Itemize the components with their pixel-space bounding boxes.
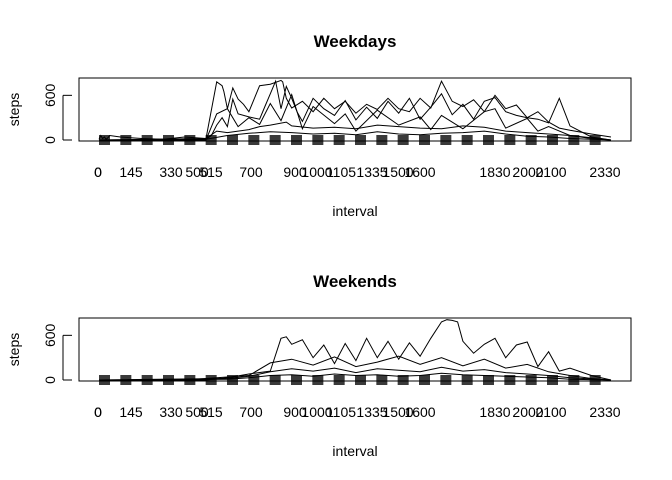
x-tick-label: 500 [185,404,209,420]
x-tick-label: 1500 [382,404,413,420]
x-tick-label: 1000 [301,404,332,420]
interval-box [483,375,494,385]
x-tick-label: 1600 [404,164,435,180]
interval-box [397,375,409,385]
y-tick-label: 0 [42,136,58,144]
x-tick-label: 1830 [479,164,510,180]
series-line [98,366,612,381]
series-line [98,121,612,141]
interval-box [589,135,601,145]
y-axis-label: steps [6,93,22,126]
x-tick-label: 2100 [535,404,566,420]
series-line [99,319,612,381]
series-line [99,355,612,381]
interval-box [376,135,388,145]
interval-box [355,135,366,145]
chart-title: Weekdays [314,32,397,51]
x-tick-label: 1600 [404,404,435,420]
series-line [98,372,612,381]
x-tick-label: 1105 [326,164,356,180]
series-line [98,130,612,141]
interval-box [568,135,580,145]
interval-box [333,135,345,145]
x-tick-label: 145 [119,404,143,420]
x-tick-label: 2000 [512,164,543,180]
interval-box [461,135,473,145]
interval-box [525,375,537,385]
x-tick-label: 1105 [326,404,356,420]
interval-box [227,375,238,385]
interval-box [248,375,260,385]
interval-box [504,375,516,385]
x-tick-label: 2330 [589,164,620,180]
interval-box [376,375,388,385]
x-tick-label: 0 [94,404,102,420]
y-tick-label: 600 [42,83,58,107]
x-tick-label: 2100 [535,164,566,180]
x-tick-label: 1335 [356,404,387,420]
x-tick-label: 515 [199,164,223,180]
interval-box [483,135,494,145]
x-tick-label: 1500 [382,164,413,180]
interval-box [440,135,452,145]
interval-box [461,375,473,385]
interval-box [269,375,281,385]
y-axis-label: steps [6,333,22,366]
x-tick-label: 900 [283,164,307,180]
x-tick-label: 0 [94,164,102,180]
interval-box [291,375,302,385]
x-tick-label: 1000 [301,164,332,180]
interval-box [504,135,516,145]
x-tick-label: 145 [119,164,143,180]
x-tick-label: 2000 [512,404,543,420]
interval-box [419,375,430,385]
series-line [99,93,612,141]
interval-box [205,375,217,385]
chart-title: Weekends [313,272,397,291]
x-tick-label: 330 [159,164,183,180]
interval-box [205,135,217,145]
interval-box [547,135,558,145]
x-tick-label: 900 [283,404,307,420]
x-tick-label: 330 [159,404,183,420]
x-tick-label: 2330 [589,404,620,420]
x-axis-label: interval [332,443,377,459]
y-tick-label: 0 [42,376,58,384]
interval-box [312,135,324,145]
plot-frame [78,77,632,142]
interval-box [355,375,366,385]
x-tick-label: 1335 [356,164,387,180]
plot-frame [78,317,632,382]
x-tick-label: 1830 [479,404,510,420]
x-tick-label: 515 [199,404,223,420]
interval-box [291,135,302,145]
x-tick-label: 700 [239,404,263,420]
interval-box [312,375,324,385]
interval-box [419,135,430,145]
y-tick-label: 600 [42,323,58,347]
x-axis-label: interval [332,203,377,219]
interval-box [440,375,452,385]
x-tick-label: 500 [185,164,209,180]
interval-box [397,135,409,145]
x-tick-label: 0 [94,404,102,420]
interval-box [547,375,558,385]
x-tick-label: 0 [94,164,102,180]
interval-box [227,135,238,145]
x-tick-label: 700 [239,164,263,180]
series-line [99,79,612,141]
interval-box [269,135,281,145]
interval-box [568,375,580,385]
interval-box [333,375,345,385]
interval-box [248,135,260,145]
interval-box [525,135,537,145]
